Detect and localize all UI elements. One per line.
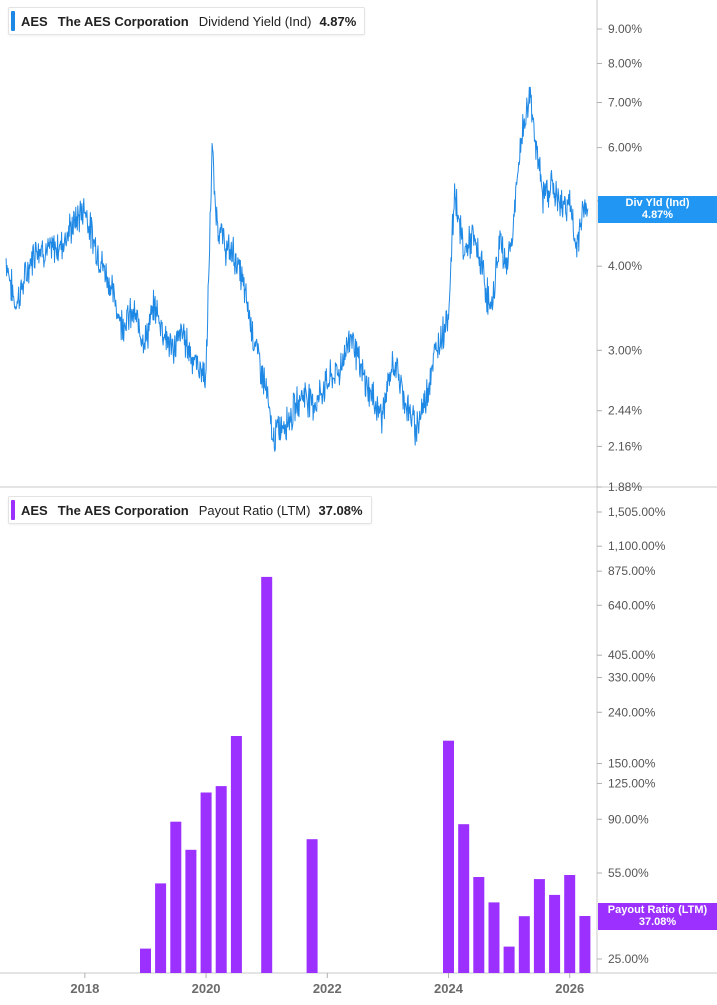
payout-bar [185,849,197,973]
y-tick-label: 4.00% [608,259,642,273]
y-tick-label: 330.00% [608,671,656,685]
y-tick-label: 150.00% [608,757,656,771]
payout-legend-swatch [11,500,15,520]
y-tick-label: 1,100.00% [608,539,666,553]
x-tick-label: 2020 [192,981,221,996]
dividend-legend-swatch [11,11,15,31]
payout-bar [170,821,182,973]
payout-bar [155,883,167,973]
y-tick-label: 3.00% [608,343,642,357]
y-tick-label: 405.00% [608,648,656,662]
tag-label: Payout Ratio (LTM) [607,904,708,916]
x-tick-label: 2022 [313,981,342,996]
legend-metric: Dividend Yield (Ind) [198,13,312,29]
y-tick-label: 9.00% [608,22,642,36]
x-tick-label: 2018 [70,981,99,996]
y-tick-label: 240.00% [608,705,656,719]
payout-bar [140,948,151,973]
payout-legend[interactable]: AES The AES Corporation Payout Ratio (LT… [8,496,372,524]
y-tick-label: 125.00% [608,776,656,790]
legend-ticker: AES [21,13,48,29]
dividend-yield-line [5,86,589,452]
y-tick-label: 8.00% [608,56,642,70]
payout-bar [533,879,545,973]
dividend-value-tag: Div Yld (Ind) 4.87% [598,196,717,223]
y-tick-label: 55.00% [608,866,649,880]
y-tick-label: 875.00% [608,564,656,578]
payout-value-tag: Payout Ratio (LTM) 37.08% [598,903,717,930]
payout-bar [518,916,530,973]
y-tick-label: 1.88% [608,480,642,494]
legend-company: The AES Corporation [57,502,189,518]
payout-bar [503,946,515,973]
tag-value: 37.08% [638,916,677,928]
x-tick-label: 2024 [434,981,464,996]
payout-bar [443,740,454,973]
payout-bar [230,736,242,973]
payout-bar [579,916,591,973]
y-tick-label: 640.00% [608,598,656,612]
dividend-legend[interactable]: AES The AES Corporation Dividend Yield (… [8,7,366,35]
payout-bar [215,786,227,973]
tag-value: 4.87% [641,209,674,221]
y-tick-label: 2.16% [608,439,642,453]
payout-bar [200,792,212,973]
y-tick-label: 90.00% [608,812,649,826]
y-tick-label: 1,505.00% [608,505,666,519]
legend-value: 4.87% [319,13,357,29]
tag-label: Div Yld (Ind) [625,197,690,209]
payout-bar [564,875,576,973]
dividend-yield-plot [5,86,589,452]
x-tick-label: 2026 [555,981,584,996]
payout-bar [473,877,485,973]
legend-value: 37.08% [318,502,363,518]
legend-metric: Payout Ratio (LTM) [198,502,311,518]
payout-bar [488,902,500,973]
payout-ratio-plot [140,576,591,973]
payout-bar [549,894,561,973]
payout-bar [261,576,273,973]
y-tick-label: 25.00% [608,952,649,966]
y-tick-label: 6.00% [608,141,642,155]
y-tick-label: 7.00% [608,96,642,110]
payout-bar [458,824,470,973]
y-tick-label: 2.44% [608,404,642,418]
legend-ticker: AES [21,502,48,518]
legend-company: The AES Corporation [57,13,189,29]
payout-bar [306,839,318,973]
